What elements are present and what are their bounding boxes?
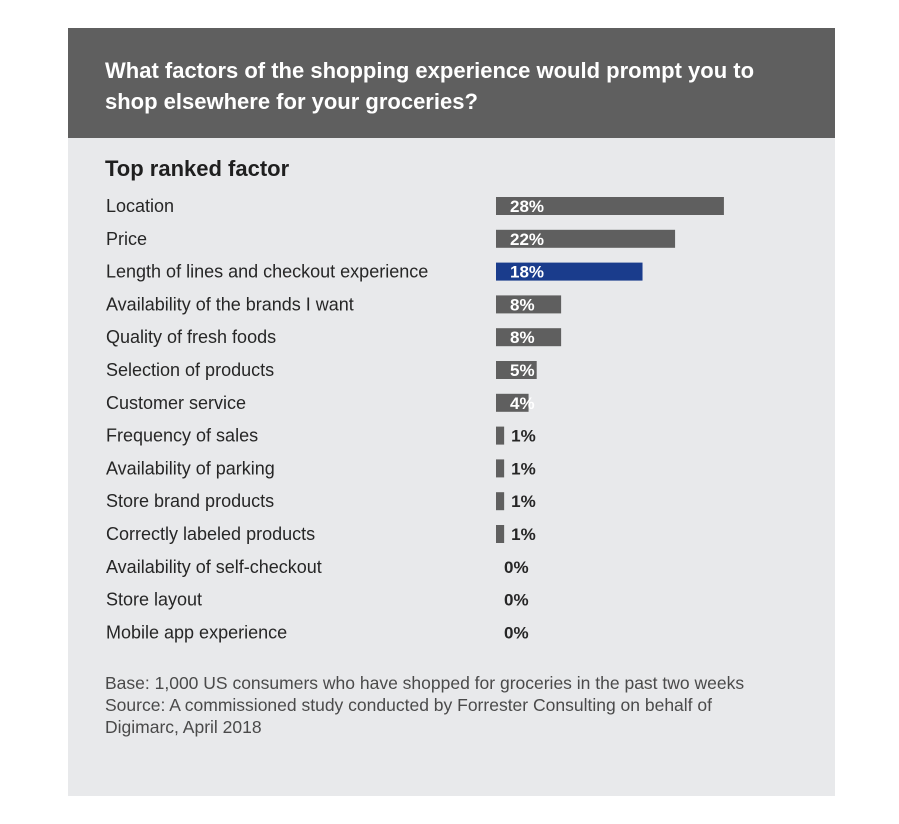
bar (496, 229, 676, 248)
value-label: 1% (511, 427, 536, 446)
bar (496, 262, 643, 281)
bar (496, 328, 562, 347)
bar (496, 197, 724, 215)
value-label: 0% (504, 558, 529, 577)
bar (496, 393, 529, 412)
value-label: 18% (510, 263, 544, 282)
bar (496, 361, 537, 379)
value-label: 4% (510, 394, 535, 413)
value-label: 1% (511, 525, 536, 544)
category-label: Frequency of sales (106, 426, 258, 446)
bar-chart: Location 28% Price 22% Length of lines and c… (106, 196, 724, 642)
value-label: 0% (504, 591, 529, 610)
chart-header: What factors of the shopping experience … (68, 28, 835, 138)
category-label: Selection of products (106, 360, 274, 380)
value-label: 8% (510, 295, 535, 314)
footnote-base: Base: 1,000 US consumers who have shoppe… (105, 673, 745, 693)
footnote-source: Source: A commissioned study conducted b… (105, 695, 712, 737)
category-label: Length of lines and checkout experience (106, 262, 428, 282)
category-label: Customer service (106, 393, 246, 413)
value-label: 8% (510, 328, 535, 347)
category-label: Mobile app experience (106, 622, 287, 642)
bar (496, 459, 505, 478)
category-label: Availability of self-checkout (106, 557, 322, 577)
footnote: Base: 1,000 US consumers who have shoppe… (105, 672, 745, 738)
chart-title: What factors of the shopping experience … (105, 58, 755, 114)
value-label: 1% (511, 492, 536, 511)
category-label: Quality of fresh foods (106, 327, 276, 347)
bar (496, 295, 562, 314)
bar (496, 525, 505, 543)
category-label: Availability of the brands I want (106, 294, 354, 314)
chart-subtitle: Top ranked factor (105, 156, 290, 181)
category-label: Availability of parking (106, 458, 275, 478)
value-label: 1% (511, 459, 536, 478)
category-label: Store layout (106, 590, 202, 610)
value-label: 0% (504, 623, 529, 642)
category-label: Correctly labeled products (106, 524, 315, 544)
value-label: 22% (510, 230, 544, 249)
category-label: Price (106, 229, 147, 249)
value-label: 5% (510, 361, 535, 380)
value-label: 28% (510, 197, 544, 216)
category-label: Store brand products (106, 491, 274, 511)
bar (496, 426, 505, 445)
category-label: Location (106, 196, 174, 216)
chart-card: What factors of the shopping experience … (68, 28, 835, 796)
bar (496, 492, 505, 511)
